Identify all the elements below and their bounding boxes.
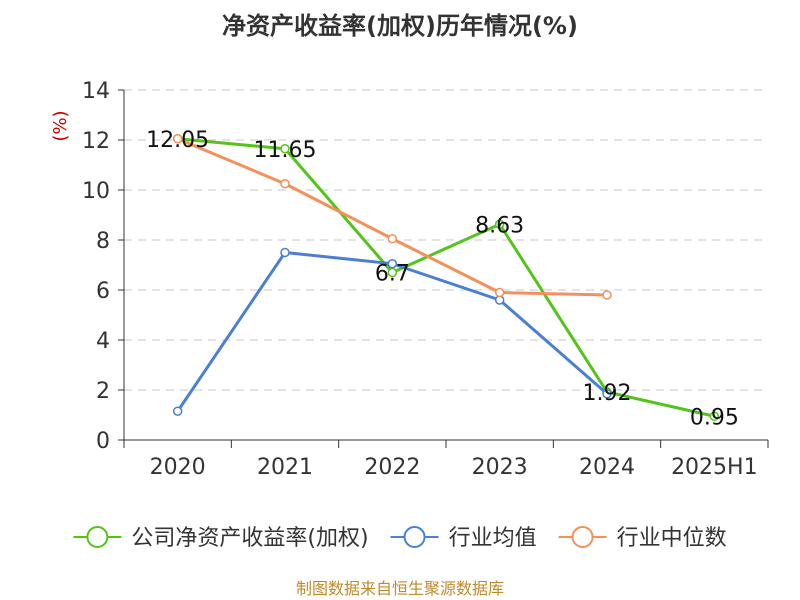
y-tick-label: 0 [96, 429, 110, 454]
series-point-0 [709, 411, 720, 421]
legend-marker [571, 526, 594, 548]
legend-label: 行业均值 [449, 526, 537, 551]
data-label: 8.63 [475, 213, 524, 238]
data-label: 11.65 [254, 138, 317, 163]
data-label: 12.05 [146, 128, 209, 153]
series-point-2 [602, 290, 612, 300]
x-tick-label: 2025H1 [671, 455, 758, 480]
series-point-2 [172, 134, 183, 144]
legend-item-0: 公司净资产收益率(加权) [73, 526, 369, 551]
data-label: 0.95 [690, 405, 739, 430]
y-axis-unit: (%) [50, 110, 71, 141]
y-tick-label: 8 [96, 229, 110, 254]
y-tick-label: 12 [82, 129, 110, 154]
data-label: 6.7 [375, 262, 410, 287]
series-point-0 [494, 219, 505, 229]
y-tick-label: 10 [82, 179, 110, 204]
grid [124, 89, 768, 391]
series-point-2 [494, 287, 505, 298]
legend: 公司净资产收益率(加权) 行业均值 行业中位数 [73, 526, 727, 551]
series-point-1 [387, 259, 398, 269]
series-line-0 [177, 137, 715, 418]
axes: 0 2 4 6 8 10 12 14 2020 2021 2022 2023 2024 2025H1 [82, 79, 769, 480]
legend-item-2: 行业中位数 [558, 526, 727, 551]
legend-label: 行业中位数 [617, 526, 727, 551]
series [172, 134, 720, 421]
chart-title: 净资产收益率(加权)历年情况(%) [222, 12, 578, 40]
data-labels: 12.05 11.65 6.7 8.63 1.92 0.95 [146, 128, 739, 431]
legend-label: 公司净资产收益率(加权) [131, 526, 368, 551]
y-tick-label: 14 [82, 79, 110, 104]
series-point-1 [172, 406, 183, 416]
legend-marker [403, 526, 426, 548]
series-point-1 [602, 389, 612, 399]
series-point-0 [280, 144, 290, 154]
series-point-2 [387, 234, 398, 244]
y-tick-label: 4 [96, 329, 110, 354]
x-tick-label: 2020 [150, 455, 206, 480]
x-tick-label: 2022 [364, 455, 420, 480]
y-tick-label: 6 [96, 279, 110, 304]
source-note: 制图数据来自恒生聚源数据库 [296, 579, 504, 598]
data-label: 1.92 [583, 381, 632, 406]
x-tick-label: 2023 [472, 455, 528, 480]
series-point-1 [280, 247, 290, 258]
x-tick-label: 2021 [257, 455, 313, 480]
y-tick-label: 2 [96, 379, 110, 404]
x-tick-label: 2024 [579, 455, 635, 480]
legend-marker [86, 526, 109, 548]
legend-item-1: 行业均值 [390, 526, 537, 551]
series-point-2 [280, 179, 290, 189]
